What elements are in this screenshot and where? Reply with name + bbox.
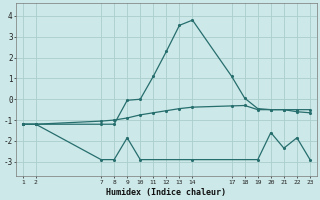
X-axis label: Humidex (Indice chaleur): Humidex (Indice chaleur) bbox=[106, 188, 226, 197]
